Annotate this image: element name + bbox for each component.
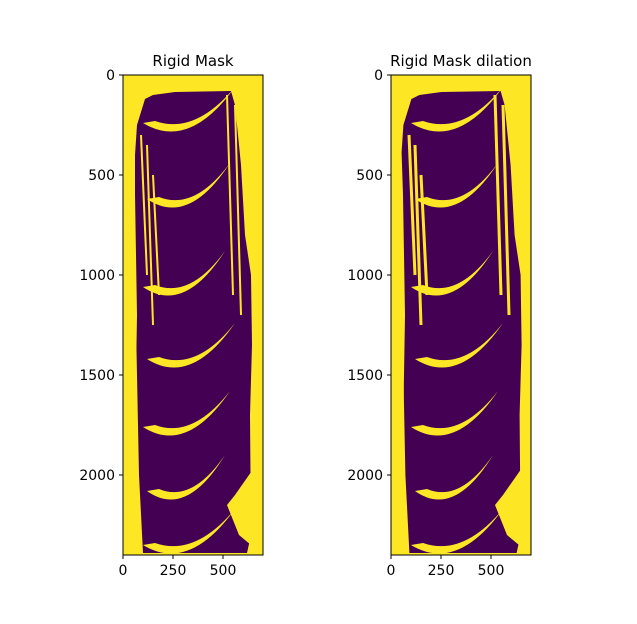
mask-zero-region [401, 91, 522, 553]
left-edge-band [123, 75, 138, 555]
left-edge-band [391, 75, 406, 555]
streak [407, 134, 417, 276]
y-tick-label: 500 [88, 168, 115, 184]
x-tick-label: 0 [119, 563, 128, 579]
blade-shape [147, 323, 235, 368]
x-tick-label: 500 [210, 563, 237, 579]
y-tick-label: 1000 [79, 268, 115, 284]
y-tick-label: 0 [106, 68, 115, 84]
streak [501, 104, 511, 316]
x-tick-label: 500 [478, 563, 505, 579]
streak [419, 174, 429, 296]
right-wedge [495, 455, 531, 555]
panel-title: Rigid Mask dilation [390, 52, 532, 70]
y-tick-label: 2000 [79, 468, 115, 484]
streak [493, 94, 503, 296]
x-tick-label: 250 [160, 563, 187, 579]
streak [140, 134, 148, 276]
streak [146, 144, 154, 326]
y-tick-label: 1000 [347, 268, 383, 284]
heatmap-image [391, 75, 531, 555]
streak [234, 104, 242, 316]
blade-shape [415, 455, 493, 500]
x-tick-label: 0 [387, 563, 396, 579]
blade-shape [147, 455, 225, 500]
y-tick-label: 2000 [347, 468, 383, 484]
panel-title: Rigid Mask [152, 52, 234, 70]
blade-shape [411, 509, 503, 554]
right-wedge [227, 455, 263, 555]
axes-frame [122, 74, 264, 556]
y-tick-label: 500 [356, 168, 383, 184]
blade-shape [143, 391, 230, 436]
axes-frame [390, 74, 532, 556]
blade-shape [411, 391, 498, 436]
panel-2: 0 250 500 0 500 1000 1500 2000 Rigid Mask dilati… [347, 52, 532, 579]
y-tick-label: 1500 [347, 368, 383, 384]
y-tick-label: 0 [374, 68, 383, 84]
blade-shape [411, 87, 503, 132]
panel-1: 0 250 500 0 500 1000 1500 2000 Rigid Mask [79, 52, 264, 579]
x-tick-label: 250 [428, 563, 455, 579]
streak [226, 94, 234, 296]
blade-shape [143, 509, 235, 554]
blade-shape [143, 87, 235, 132]
streak [413, 144, 423, 326]
streak [152, 174, 160, 296]
y-tick-label: 1500 [79, 368, 115, 384]
heatmap-image [123, 75, 263, 555]
blade-shape [415, 323, 503, 368]
